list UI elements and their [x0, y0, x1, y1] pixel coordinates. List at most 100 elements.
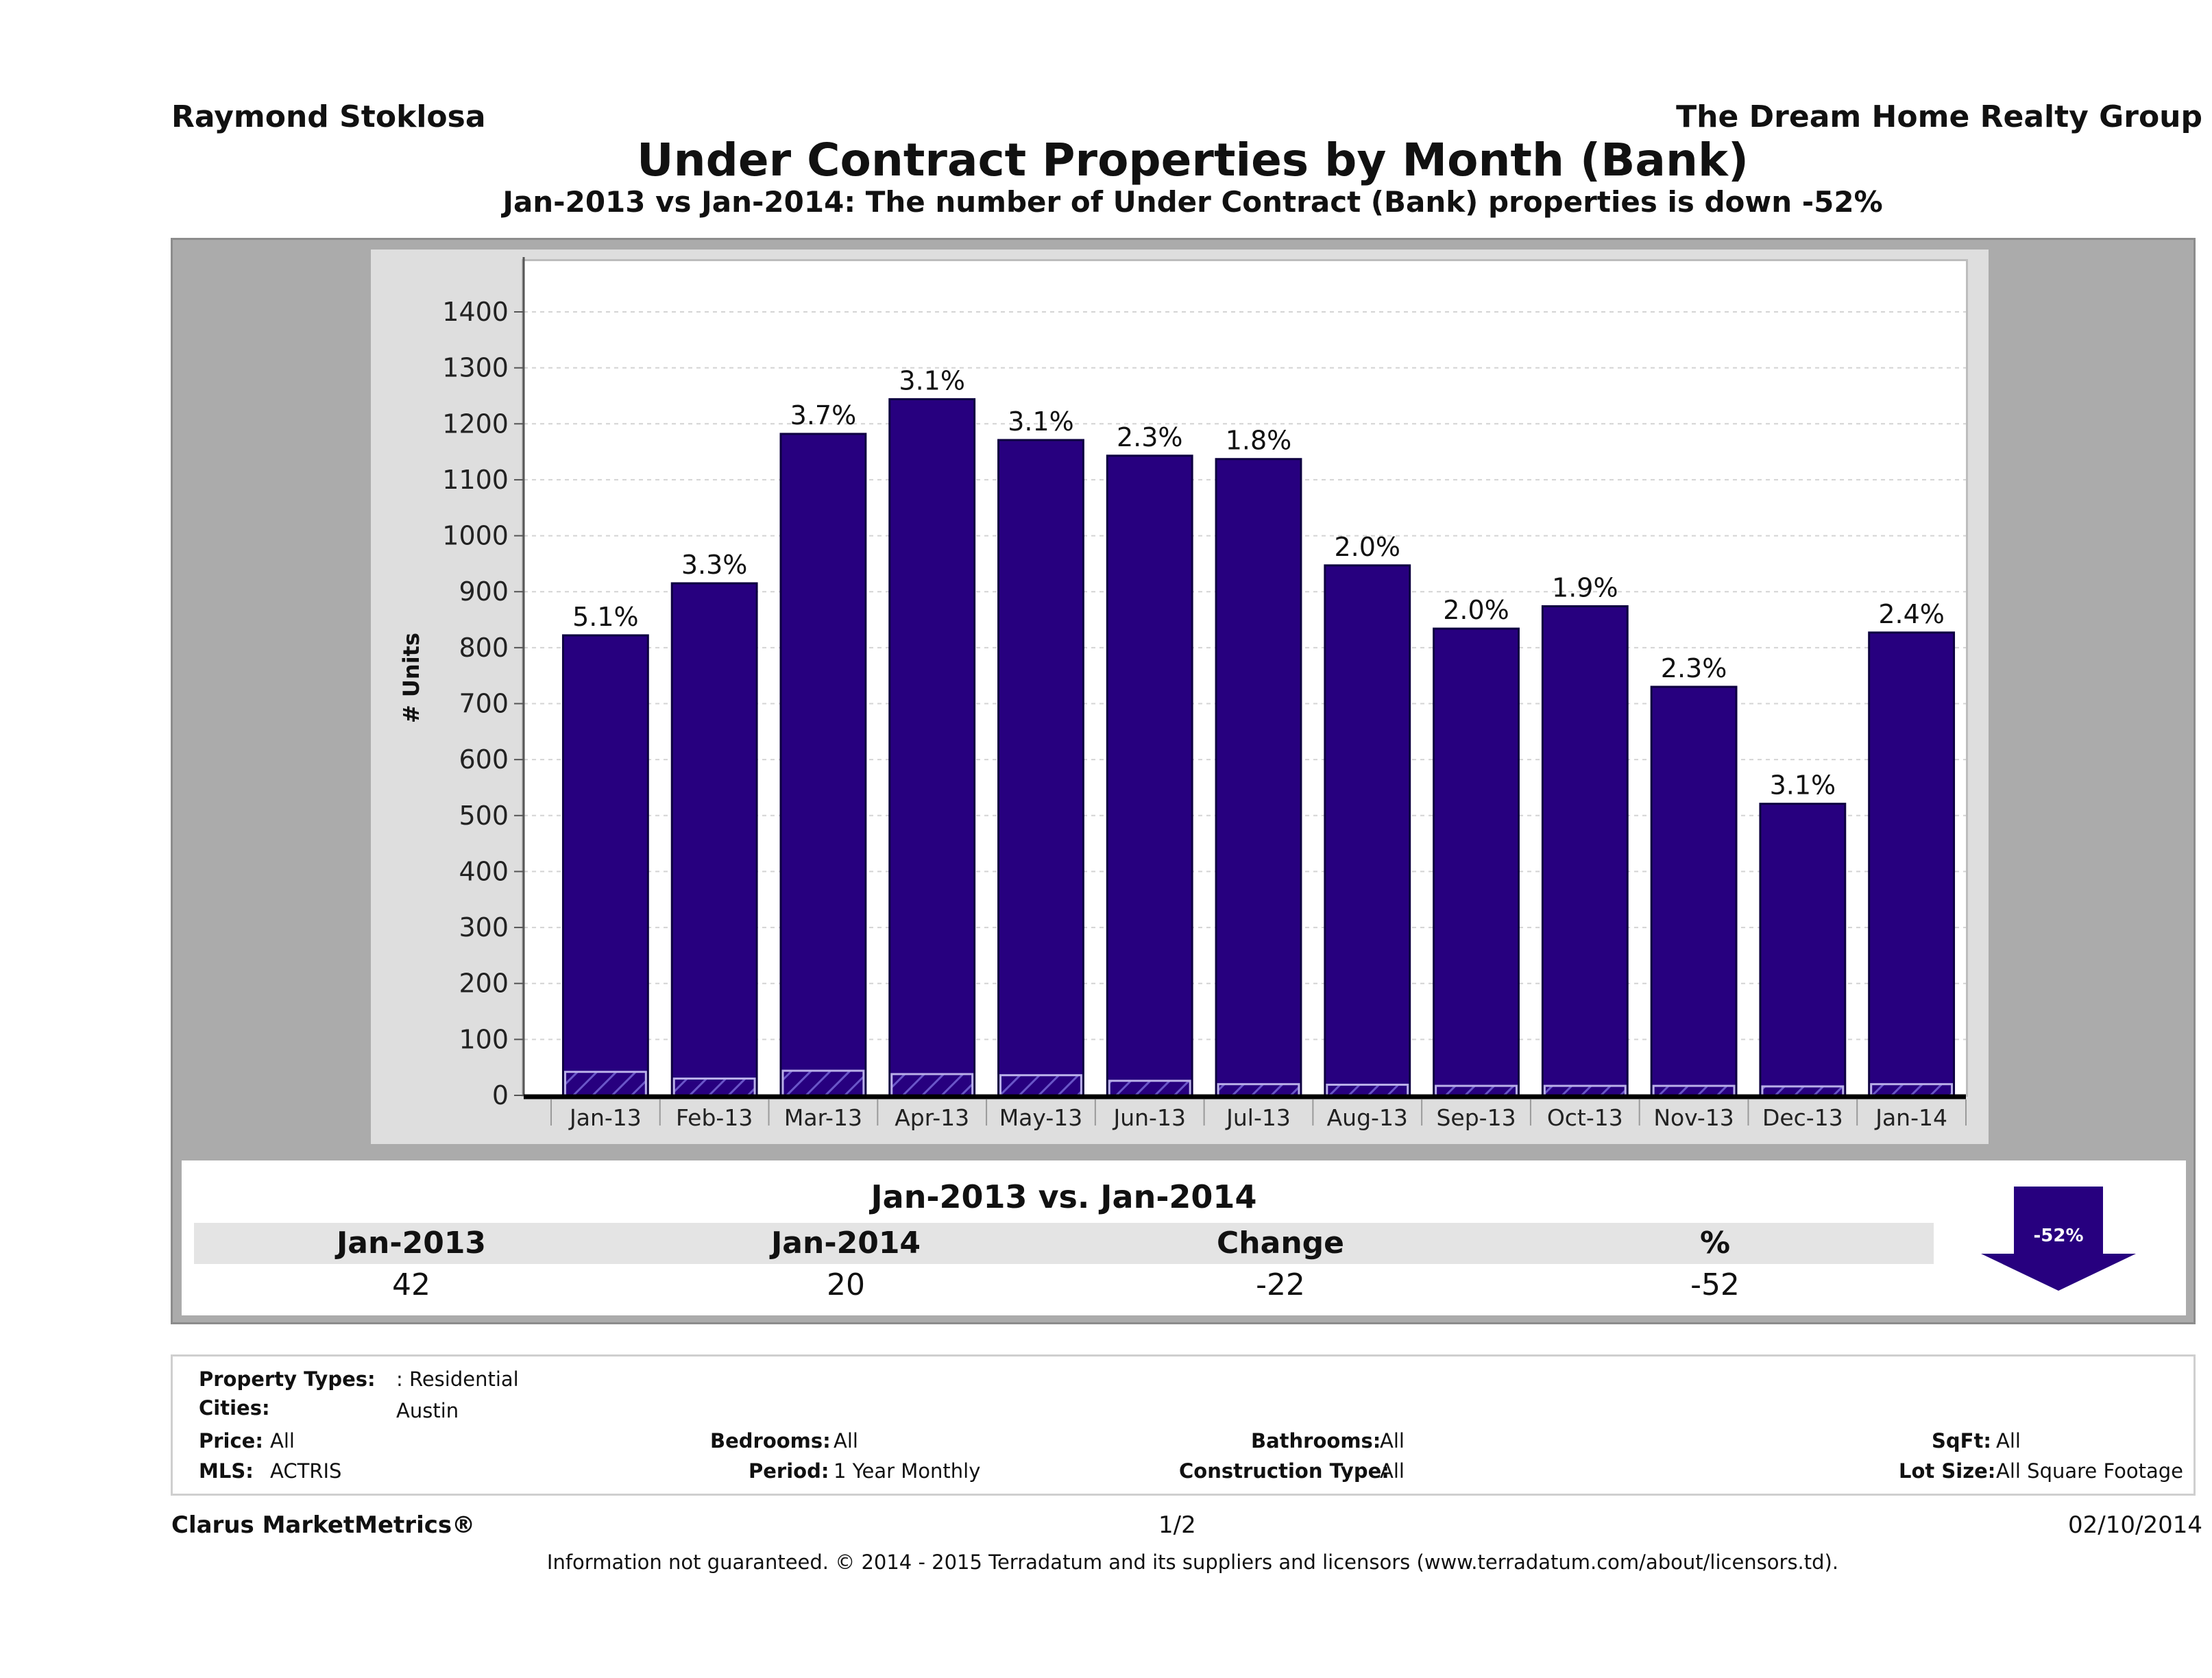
- y-tick-label: 0: [492, 1080, 509, 1110]
- bar-jul-13: [1215, 458, 1302, 1097]
- chart-title: Under Contract Properties by Month (Bank…: [637, 134, 1749, 186]
- bar-segment-jan-14: [1870, 1083, 1954, 1097]
- disclaimer: Information not guaranteed. © 2014 - 201…: [546, 1551, 1839, 1574]
- bar-segment-oct-13: [1543, 1084, 1627, 1097]
- y-tick-label: 900: [459, 576, 509, 607]
- bar-dec-13: [1759, 803, 1847, 1097]
- data-label: 3.1%: [899, 365, 965, 396]
- y-tick-label: 1000: [442, 521, 509, 551]
- down-arrow-icon: -52%: [1981, 1187, 2136, 1291]
- comparison-value-row: 42 20 -22 -52: [194, 1266, 1934, 1304]
- mls-value: ACTRIS: [270, 1459, 342, 1483]
- company-name: The Dream Home Realty Group: [1676, 99, 2202, 134]
- bathrooms-value: All: [1380, 1429, 1405, 1452]
- chart-subtitle: Jan-2013 vs Jan-2014: The number of Unde…: [502, 185, 1883, 219]
- y-tick-label: 500: [459, 801, 509, 831]
- x-tick-label: Apr-13: [895, 1104, 969, 1131]
- bar-segment-apr-13: [890, 1073, 974, 1097]
- bar-segment-aug-13: [1326, 1083, 1409, 1097]
- data-label: 2.3%: [1661, 653, 1727, 683]
- lot-size-label: Lot Size:: [1899, 1459, 1996, 1483]
- x-tick-label: Feb-13: [676, 1104, 753, 1131]
- y-tick-label: 300: [459, 912, 509, 943]
- cities-label: Cities:: [199, 1396, 270, 1420]
- bar-aug-13: [1324, 564, 1411, 1097]
- data-label: 3.3%: [681, 550, 748, 580]
- x-tick-label: Dec-13: [1762, 1104, 1843, 1131]
- data-label: 5.1%: [572, 602, 639, 632]
- comparison-value-percent: -52: [1690, 1267, 1740, 1302]
- comparison-value-change: -22: [1256, 1267, 1305, 1302]
- bar-segment-jun-13: [1108, 1080, 1191, 1097]
- bar-oct-13: [1541, 605, 1629, 1097]
- comparison-header-percent: %: [1699, 1226, 1731, 1261]
- bar-may-13: [997, 439, 1084, 1097]
- bar-segment-jul-13: [1217, 1083, 1300, 1097]
- bar-apr-13: [888, 398, 976, 1097]
- data-label: 1.9%: [1552, 572, 1618, 603]
- trend-badge-label: -52%: [2033, 1226, 2083, 1246]
- mls-label: MLS:: [199, 1459, 254, 1483]
- bedrooms-value: All: [834, 1429, 858, 1452]
- data-label: 2.3%: [1117, 422, 1183, 452]
- y-tick-label: 100: [459, 1024, 509, 1054]
- y-tick-label: 200: [459, 969, 509, 999]
- bar-segment-nov-13: [1652, 1084, 1736, 1097]
- comparison-title: Jan-2013 vs. Jan-2014: [194, 1173, 1934, 1221]
- cities-value: Austin: [396, 1399, 459, 1422]
- comparison-header-jan2013: Jan-2013: [336, 1226, 487, 1261]
- comparison-value-jan2014: 20: [827, 1267, 865, 1302]
- sqft-value: All: [1996, 1429, 2021, 1452]
- data-label: 2.0%: [1443, 595, 1509, 625]
- x-tick-label: May-13: [999, 1104, 1083, 1131]
- sqft-label: SqFt:: [1932, 1429, 1991, 1452]
- bar-feb-13: [670, 582, 758, 1097]
- bar-mar-13: [779, 433, 867, 1097]
- bar-segment-sep-13: [1435, 1084, 1518, 1097]
- construction-type-value: All: [1380, 1459, 1405, 1483]
- y-tick-label: 1200: [442, 409, 509, 439]
- bar-segment-feb-13: [672, 1078, 756, 1097]
- bathrooms-label: Bathrooms:: [1251, 1429, 1381, 1452]
- price-value: All: [270, 1429, 295, 1452]
- bar-segment-dec-13: [1761, 1085, 1845, 1097]
- x-tick-label: Jan-13: [568, 1104, 642, 1131]
- trend-badge: -52%: [1966, 1173, 2151, 1304]
- lot-size-value: All Square Footage: [1996, 1459, 2184, 1483]
- price-label: Price:: [199, 1429, 263, 1452]
- period-label: Period:: [749, 1459, 829, 1483]
- x-tick-label: Jun-13: [1112, 1104, 1185, 1131]
- data-label: 2.0%: [1334, 532, 1400, 562]
- agent-name: Raymond Stoklosa: [171, 99, 486, 134]
- bar-nov-13: [1650, 685, 1738, 1097]
- bar-segment-jan-13: [563, 1071, 647, 1097]
- report-date: 02/10/2014: [2068, 1511, 2202, 1539]
- footer-brand: Clarus MarketMetrics®: [171, 1511, 476, 1539]
- comparison-value-jan2013: 42: [392, 1267, 430, 1302]
- data-label: 3.7%: [790, 400, 857, 430]
- comparison-header-change: Change: [1217, 1226, 1344, 1261]
- y-tick-label: 1300: [442, 353, 509, 383]
- x-tick-label: Mar-13: [784, 1104, 862, 1131]
- comparison-header-row: Jan-2013 Jan-2014 Change %: [194, 1223, 1934, 1264]
- bar-sep-13: [1433, 627, 1520, 1097]
- x-tick-label: Jul-13: [1225, 1104, 1291, 1131]
- y-tick-label: 600: [459, 744, 509, 775]
- x-tick-label: Oct-13: [1547, 1104, 1623, 1131]
- property-types-value: : Residential: [396, 1367, 519, 1391]
- x-tick-label: Jan-14: [1874, 1104, 1947, 1131]
- data-label: 1.8%: [1226, 426, 1292, 456]
- data-label: 3.1%: [1770, 770, 1836, 801]
- data-label: 3.1%: [1008, 406, 1074, 437]
- property-types-label: Property Types:: [199, 1367, 376, 1391]
- construction-type-label: Construction Type:: [1179, 1459, 1389, 1483]
- bar-jan-14: [1868, 631, 1956, 1097]
- bar-segment-may-13: [999, 1074, 1082, 1097]
- y-tick-label: 400: [459, 856, 509, 886]
- y-tick-label: 1100: [442, 465, 509, 495]
- bar-segment-mar-13: [781, 1069, 865, 1097]
- comparison-header-jan2014: Jan-2014: [770, 1226, 921, 1261]
- page-number: 1/2: [1158, 1511, 1196, 1539]
- x-tick-label: Nov-13: [1653, 1104, 1734, 1131]
- filter-summary: Property Types: : Residential Cities: Au…: [171, 1354, 2196, 1496]
